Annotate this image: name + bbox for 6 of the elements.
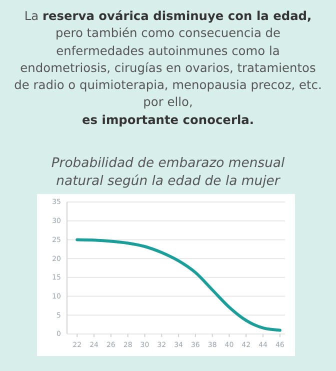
text: reserva ovárica disminuye con la edad, xyxy=(42,9,312,23)
line-series xyxy=(76,238,282,332)
text: es importante conocerla. xyxy=(82,112,254,127)
text: pero también como consecuencia de enfermedades autoinmunes como la endometriosis, cirugías en ovarios, tratamientos de radio o quimioterapia, menopausia precoz, etc. por ello, xyxy=(14,26,322,110)
chart-title: Probabilidad de embarazo mensual natural según la edad de la mujer xyxy=(50,155,286,191)
text: La xyxy=(24,9,40,23)
